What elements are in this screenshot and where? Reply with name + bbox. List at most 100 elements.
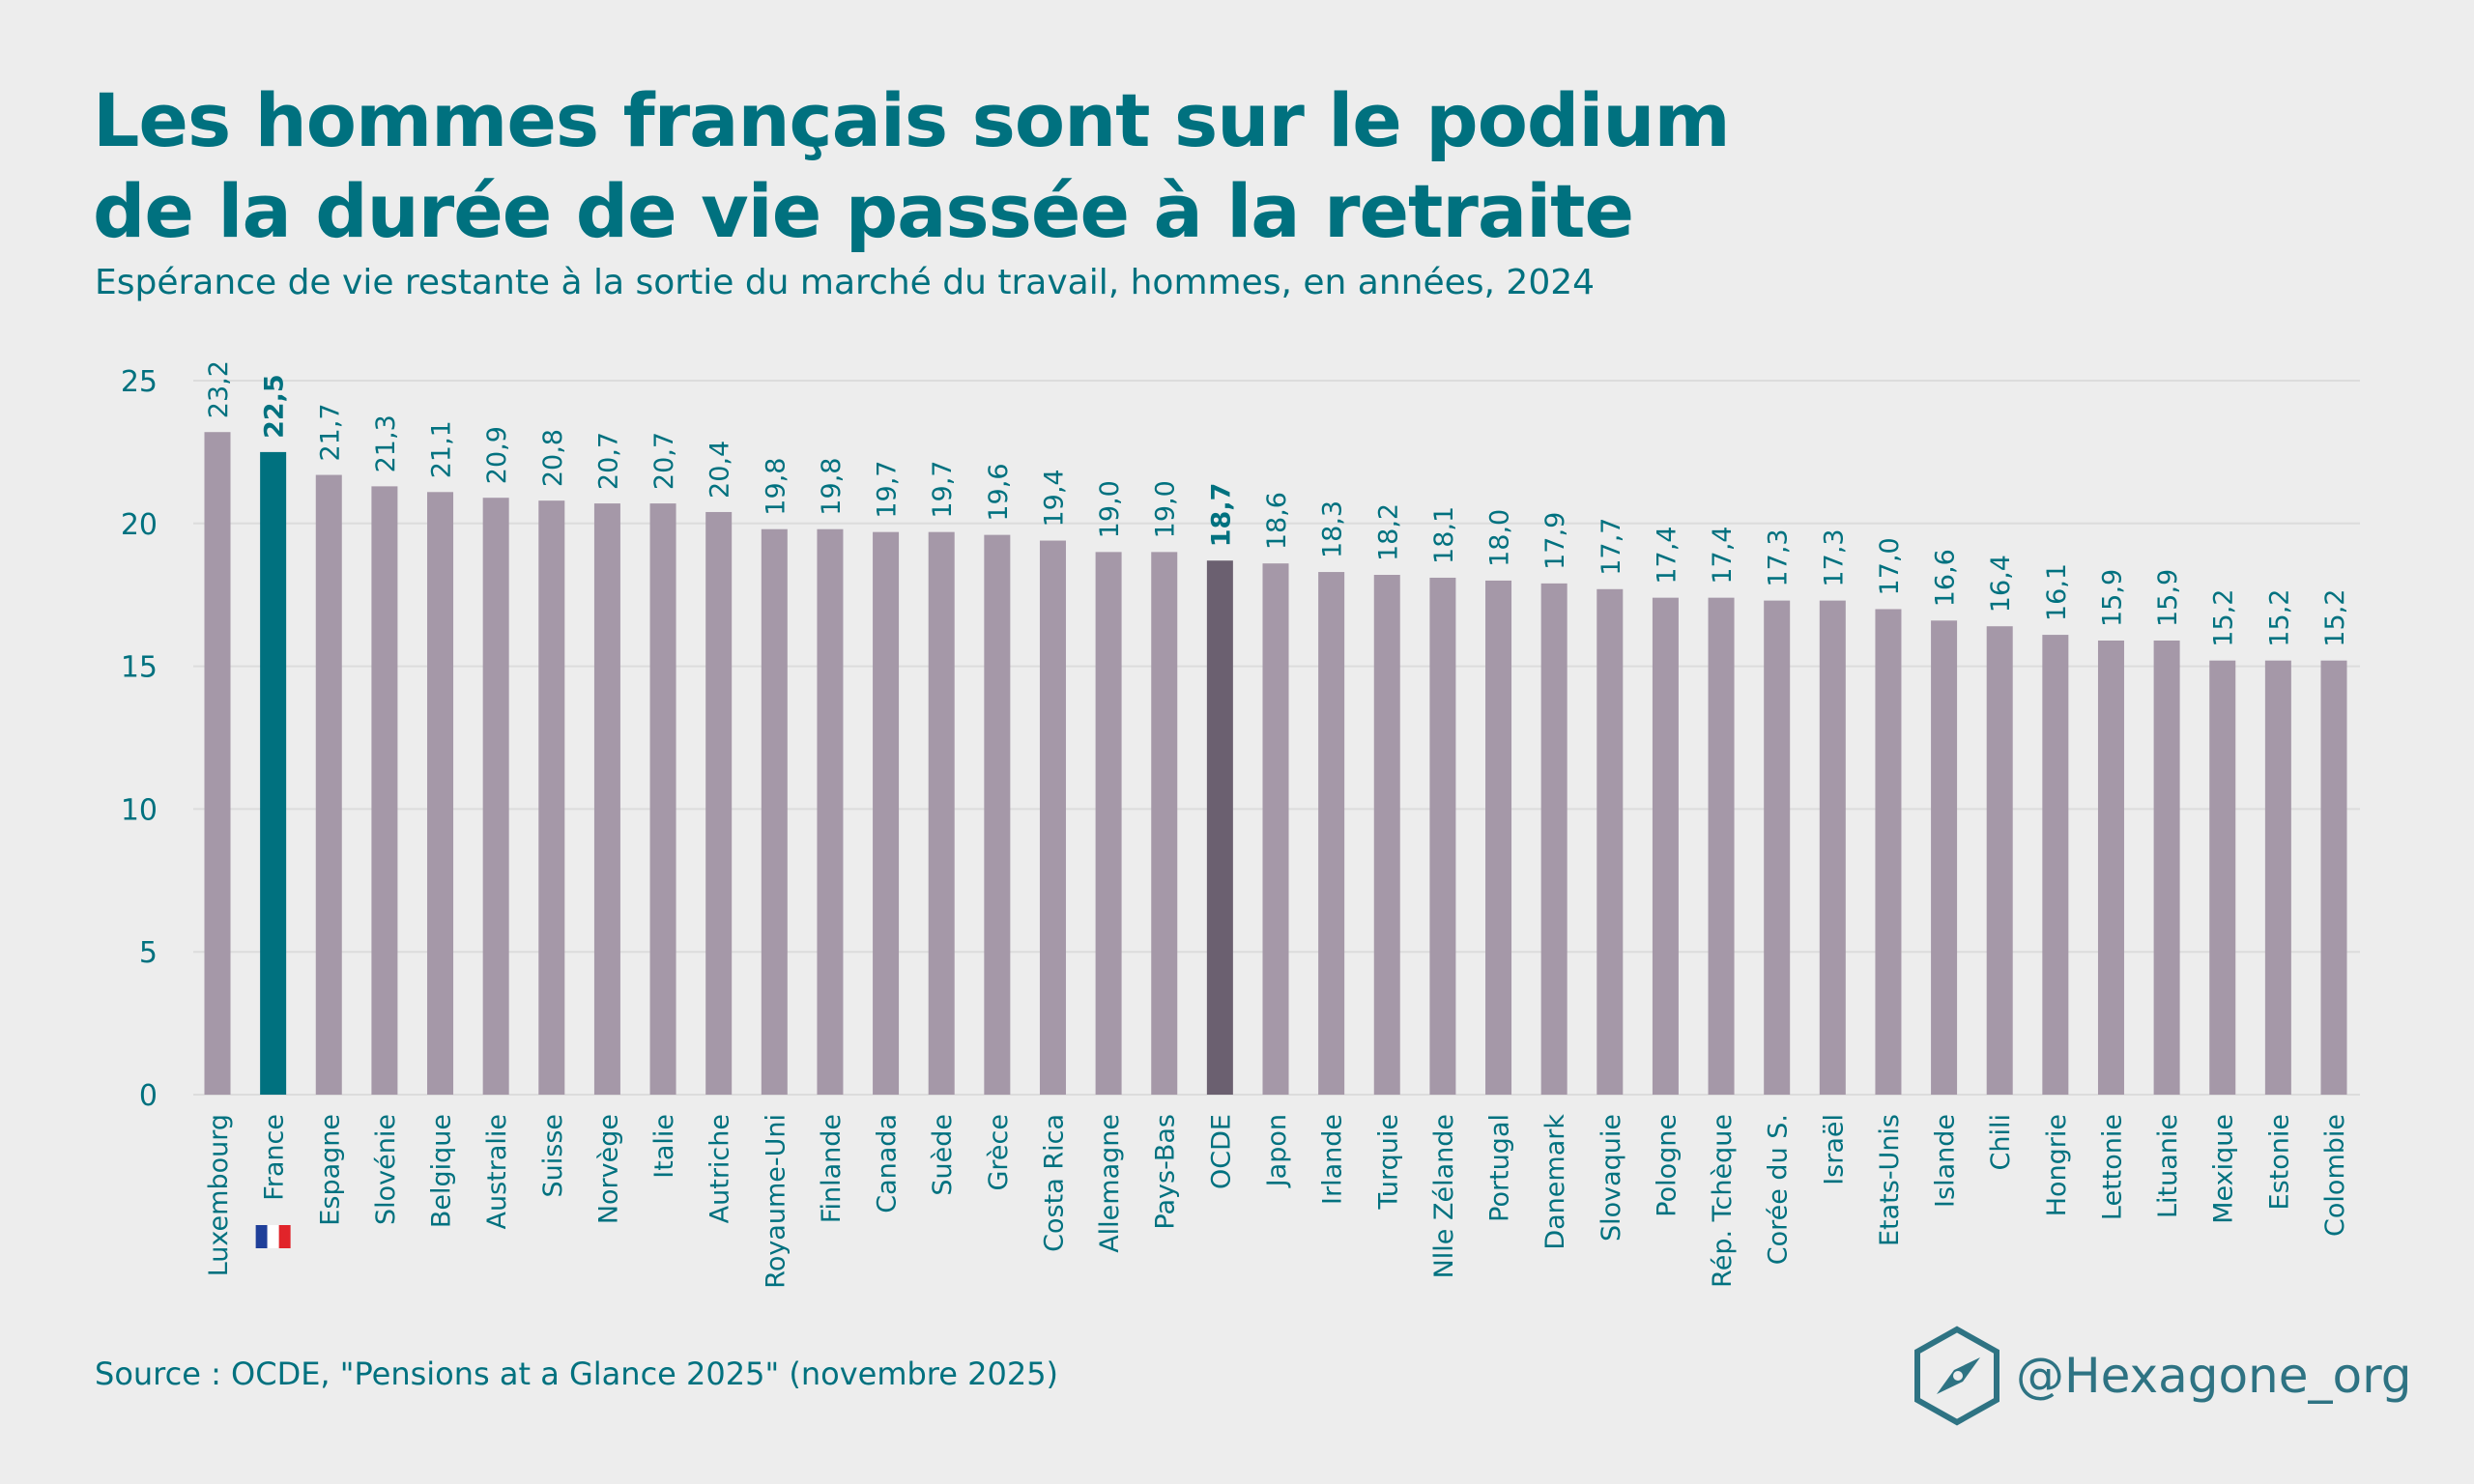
bar-nlle-z-lande — [1429, 577, 1456, 1095]
y-tick-label: 25 — [121, 365, 158, 399]
source-note: Source : OCDE, "Pensions at a Glance 202… — [95, 1356, 1059, 1392]
data-label: 18,7 — [1206, 483, 1236, 548]
category-label: Lettonie — [2097, 1114, 2127, 1220]
category-label: Colombie — [2320, 1114, 2350, 1237]
category-label: Norvège — [593, 1114, 623, 1224]
bar-autriche — [705, 511, 733, 1095]
data-label: 16,6 — [1931, 549, 1961, 607]
bar-cor-e-du-s- — [1764, 600, 1791, 1095]
bar-chart: 0 5 10 15 20 25 23,2 Luxembourg 22,5 France 21,7 Es… — [121, 360, 2360, 1289]
bar-slovaquie — [1597, 588, 1624, 1095]
title-line-1: Les hommes français sont sur le podium — [93, 77, 1731, 163]
data-label: 15,2 — [2209, 589, 2239, 647]
data-label: 19,7 — [873, 461, 903, 519]
bar-islande — [1931, 620, 1958, 1095]
data-label: 19,0 — [1151, 480, 1181, 538]
data-label: 17,4 — [1652, 527, 1682, 585]
bar-australie — [482, 498, 509, 1095]
y-tick-label: 5 — [139, 936, 158, 970]
data-label: 19,0 — [1095, 480, 1125, 538]
category-label: Royaume-Uni — [761, 1114, 791, 1289]
data-label: 15,9 — [2097, 569, 2127, 627]
bar-royaume-uni — [761, 528, 788, 1095]
bar-pays-bas — [1151, 552, 1178, 1095]
chart-subtitle: Espérance de vie restante à la sortie du… — [95, 263, 1596, 302]
bar-france — [260, 451, 287, 1095]
category-label: Hongrie — [2042, 1114, 2072, 1216]
bar-isra-l — [1819, 600, 1846, 1095]
category-label: Nlle Zélande — [1429, 1114, 1459, 1278]
data-label: 23,2 — [204, 360, 234, 418]
bar-italie — [649, 503, 676, 1095]
data-label: 22,5 — [260, 374, 290, 439]
category-label: Estonie — [2264, 1114, 2294, 1210]
data-label: 15,9 — [2153, 569, 2183, 627]
bar-canada — [873, 531, 900, 1095]
compass-hexagon-icon — [1914, 1326, 1999, 1426]
category-label: Chili — [1986, 1114, 2016, 1170]
data-label: 19,8 — [761, 458, 791, 516]
bar-belgique — [427, 492, 454, 1095]
bar-pologne — [1652, 597, 1679, 1095]
data-label: 21,7 — [315, 403, 345, 461]
category-label: Canada — [873, 1114, 903, 1213]
y-tick-label: 15 — [121, 651, 158, 685]
bar-allemagne — [1095, 552, 1122, 1095]
data-label: 17,0 — [1875, 537, 1905, 595]
category-label: Espagne — [315, 1114, 345, 1226]
chart-title: Les hommes français sont sur le podium de… — [93, 75, 1731, 257]
bar-hongrie — [2042, 635, 2069, 1095]
category-label: Allemagne — [1095, 1114, 1125, 1253]
data-label: 17,7 — [1597, 518, 1626, 576]
category-label: Etats-Unis — [1875, 1114, 1905, 1246]
category-label: Grèce — [984, 1114, 1014, 1191]
hexagone-logo: @Hexagone_org — [1912, 1326, 2412, 1426]
data-label: 18,0 — [1485, 509, 1515, 567]
category-label: Suède — [928, 1114, 958, 1196]
category-label: Israël — [1819, 1114, 1849, 1185]
data-label: 21,1 — [427, 420, 457, 478]
data-label: 20,9 — [482, 426, 512, 484]
category-label: Islande — [1931, 1114, 1961, 1208]
data-label: 19,6 — [984, 463, 1014, 521]
category-label: Autriche — [705, 1114, 735, 1223]
twitter-handle: @Hexagone_org — [2016, 1348, 2412, 1404]
data-label: 19,4 — [1039, 469, 1069, 527]
category-label: Danemark — [1540, 1114, 1570, 1250]
bar-portugal — [1485, 580, 1512, 1095]
data-label: 18,3 — [1318, 500, 1348, 558]
category-label: Rép. Tchèque — [1708, 1114, 1738, 1288]
bar-lituanie — [2153, 640, 2180, 1095]
data-label: 18,2 — [1373, 503, 1403, 561]
category-label: Irlande — [1318, 1114, 1348, 1205]
bar-ocde — [1206, 560, 1233, 1095]
category-label: Portugal — [1485, 1114, 1515, 1222]
category-label: Suisse — [538, 1114, 568, 1198]
data-label: 19,8 — [817, 458, 847, 516]
bar-turquie — [1373, 575, 1400, 1095]
bar-r-p-tch-que — [1708, 597, 1735, 1095]
bar-su-de — [928, 531, 955, 1095]
category-label: Pologne — [1652, 1114, 1682, 1217]
data-label: 17,9 — [1540, 512, 1570, 570]
data-label: 15,2 — [2264, 589, 2294, 647]
data-label: 20,7 — [649, 432, 679, 490]
data-label: 20,4 — [705, 441, 735, 499]
category-label: Corée du S. — [1764, 1114, 1794, 1265]
y-tick-label: 0 — [139, 1079, 158, 1113]
bar-slov-nie — [371, 486, 398, 1095]
data-label: 17,3 — [1819, 528, 1849, 586]
bar-japon — [1262, 563, 1289, 1095]
category-label: Lituanie — [2153, 1114, 2183, 1218]
data-label: 15,2 — [2320, 589, 2350, 647]
category-label: Finlande — [817, 1114, 847, 1223]
category-label: OCDE — [1206, 1114, 1236, 1189]
data-label: 17,4 — [1708, 527, 1738, 585]
bar-lettonie — [2097, 640, 2124, 1095]
bar-suisse — [538, 500, 565, 1095]
bar-etats-unis — [1875, 609, 1902, 1095]
category-label: Costa Rica — [1039, 1114, 1069, 1252]
category-label: Pays-Bas — [1151, 1114, 1181, 1230]
bar-colombie — [2320, 660, 2347, 1095]
data-label: 20,7 — [593, 432, 623, 490]
